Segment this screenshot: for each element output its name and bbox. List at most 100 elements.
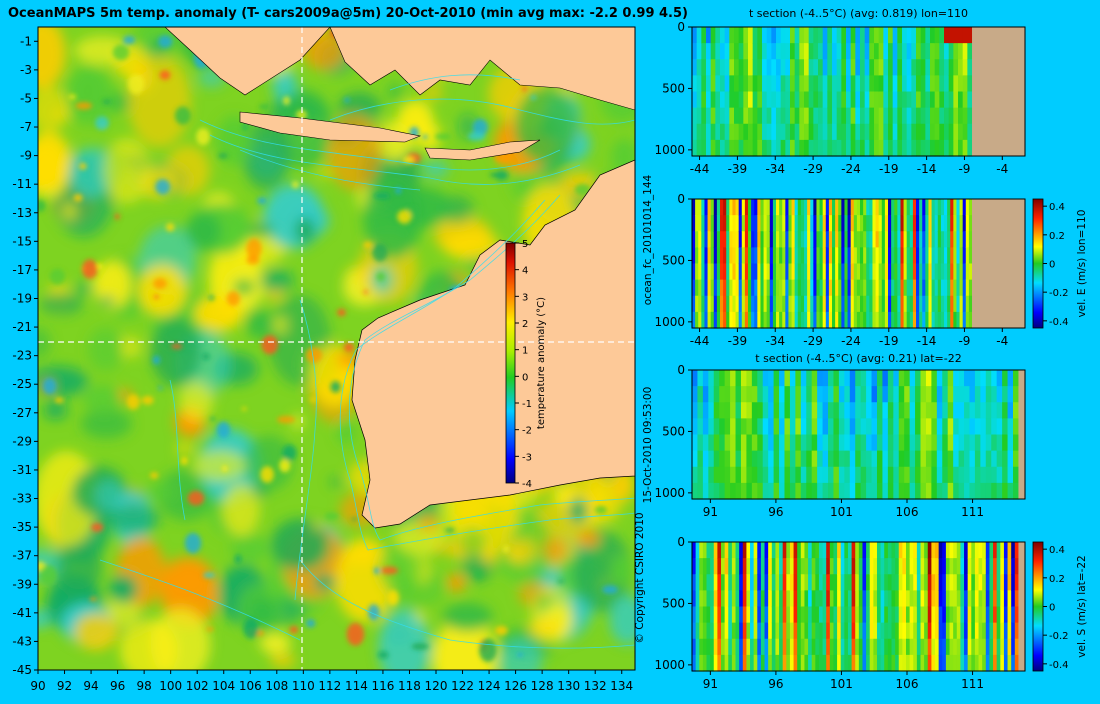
land-australia	[351, 159, 635, 529]
colorbar-tick-label: 1	[522, 346, 528, 357]
velocity-colorbar-label: vel. E (m/s) lon=110	[1076, 210, 1088, 318]
map-y-tick-label: -19	[12, 291, 32, 305]
velocity-colorbar-tick-label: -0.2	[1049, 631, 1069, 642]
land-islands	[329, 27, 635, 111]
section-x-tick-label: -19	[879, 334, 899, 348]
section-x-tick-label: -9	[958, 162, 970, 176]
colorbar-label: temperature anomaly (°C)	[536, 297, 547, 429]
section-y-tick-label: 500	[662, 596, 685, 610]
map-x-tick-label: 94	[83, 679, 98, 693]
section-y-tick-label: 0	[677, 20, 685, 34]
section-x-tick-label: -39	[728, 334, 748, 348]
velocity-colorbar-tick-label: -0.4	[1049, 317, 1069, 328]
section-x-tick-label: 91	[703, 677, 718, 691]
section-y-tick-label: 1000	[654, 315, 685, 329]
copyright-label: © Copyright CSIRO 2010	[634, 512, 646, 643]
section-land	[1018, 542, 1025, 671]
velocity-colorbar-label: vel. S (m/s) lat=-22	[1076, 555, 1088, 657]
section-x-tick-label: -29	[803, 334, 823, 348]
velocity-colorbar-tick-label: 0	[1049, 260, 1055, 271]
colorbar-tick-label: -1	[522, 399, 532, 410]
section-title: t section (-4..5°C) (avg: 0.21) lat=-22	[755, 352, 961, 365]
map-x-tick-label: 128	[531, 679, 554, 693]
colorbar-tick-label: -2	[522, 426, 532, 437]
colorbar-tick-label: 3	[522, 292, 528, 303]
map-y-tick-label: -27	[12, 406, 32, 420]
section-x-tick-label: 96	[768, 677, 783, 691]
velocity-colorbar-tick-label: 0.2	[1049, 231, 1065, 242]
velocity-colorbar-tick-label: -0.2	[1049, 288, 1069, 299]
section-y-tick-label: 500	[662, 424, 685, 438]
timestamp-label: 15-Oct-2010 09:53:00	[642, 387, 654, 504]
map-x-tick-label: 108	[265, 679, 288, 693]
map-y-tick-label: -17	[12, 263, 32, 277]
map-y-tick-label: -23	[12, 349, 32, 363]
vel-e-section-lon110: -44 -39 -34 -29 -24 -19 -14 -9 -4 0 500 1000 0.4 0.2 0…	[654, 192, 1088, 348]
map-y-tick-label: -25	[12, 377, 32, 391]
section-x-tick-label: 101	[830, 505, 853, 519]
section-x-tick-label: -24	[841, 162, 861, 176]
section-x-tick-label: -34	[765, 162, 785, 176]
section-x-tick-label: -9	[958, 334, 970, 348]
section-x-tick-label: -44	[690, 334, 710, 348]
section-land	[972, 27, 1025, 156]
map-y-tick-label: -29	[12, 434, 32, 448]
section-x-tick-label: -29	[803, 162, 823, 176]
section-x-tick-label: 106	[896, 505, 919, 519]
map-x-tick-label: 132	[584, 679, 607, 693]
velocity-colorbar-tick-label: 0.4	[1049, 545, 1065, 556]
section-title: t section (-4..5°C) (avg: 0.819) lon=110	[749, 7, 968, 20]
map-y-tick-label: -43	[12, 634, 32, 648]
colorbar-tick-label: 5	[522, 239, 528, 250]
section-x-tick-label: 101	[830, 677, 853, 691]
section-x-tick-label: -14	[917, 162, 937, 176]
colorbar-tick-label: 2	[522, 319, 528, 330]
map-y-tick-label: -9	[20, 149, 32, 163]
velocity-colorbar-tick-label: 0.2	[1049, 574, 1065, 585]
section-y-tick-label: 0	[677, 535, 685, 549]
t-section-lat-22: t section (-4..5°C) (avg: 0.21) lat=-22 9…	[654, 352, 1026, 519]
map-x-tick-label: 96	[110, 679, 125, 693]
land-timor	[424, 139, 541, 161]
map-x-tick-label: 134	[610, 679, 633, 693]
map-x-tick-label: 106	[239, 679, 262, 693]
velocity-colorbar-tick-label: 0	[1049, 603, 1055, 614]
vel-s-section-lat-22: 91 96 101 106 111 0 500 1000 0.4 0.2 0 -0.2 -0.4 vel.…	[654, 535, 1088, 691]
colorbar-tick-label: 0	[522, 372, 528, 383]
map-x-tick-label: 112	[318, 679, 341, 693]
map-x-tick-label: 118	[398, 679, 421, 693]
section-x-tick-label: 106	[896, 677, 919, 691]
section-x-tick-label: -4	[996, 162, 1008, 176]
map-x-tick-label: 116	[371, 679, 394, 693]
map-x-tick-label: 102	[186, 679, 209, 693]
section-y-tick-label: 1000	[654, 486, 685, 500]
velocity-colorbar-tick-label: 0.4	[1049, 202, 1065, 213]
map-x-tick-label: 104	[212, 679, 235, 693]
map-y-tick-label: -37	[12, 549, 32, 563]
velocity-colorbar	[1032, 541, 1044, 672]
section-x-tick-label: -4	[996, 334, 1008, 348]
map-y-tick-label: -13	[12, 206, 32, 220]
map-x-tick-label: 122	[451, 679, 474, 693]
t-section-lon110: t section (-4..5°C) (avg: 0.819) lon=110…	[654, 7, 1026, 176]
land-java	[239, 111, 422, 143]
map-y-tick-label: -21	[12, 320, 32, 334]
section-x-tick-label: -24	[841, 334, 861, 348]
section-y-tick-label: 0	[677, 363, 685, 377]
map-x-tick-label: 130	[557, 679, 580, 693]
map-y-tick-label: -11	[12, 177, 32, 191]
map-x-tick-label: 120	[425, 679, 448, 693]
velocity-colorbar	[1032, 198, 1044, 329]
section-x-tick-label: -34	[765, 334, 785, 348]
temperature-colorbar	[505, 242, 516, 484]
section-x-tick-label: 111	[961, 677, 984, 691]
map-x-tick-label: 110	[292, 679, 315, 693]
section-x-tick-label: -19	[879, 162, 899, 176]
section-y-tick-label: 1000	[654, 143, 685, 157]
run-label: ocean_fc_20101014_144	[642, 174, 654, 305]
map-y-tick-label: -15	[12, 234, 32, 248]
map-y-tick-label: -3	[20, 63, 32, 77]
